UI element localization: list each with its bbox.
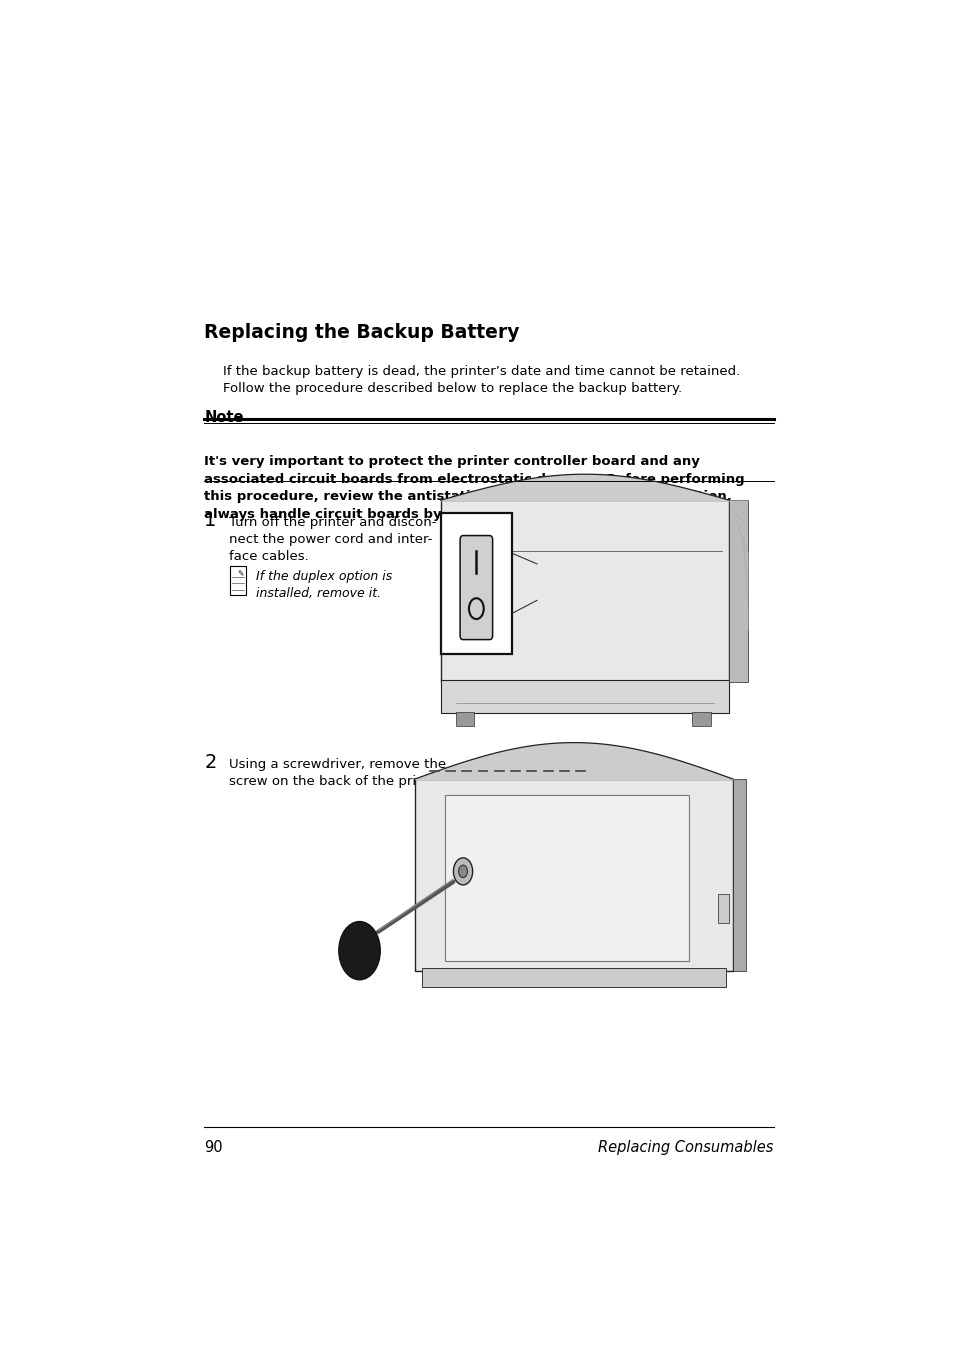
Text: Replacing the Backup Battery: Replacing the Backup Battery <box>204 323 519 342</box>
Text: If the duplex option is
installed, remove it.: If the duplex option is installed, remov… <box>255 570 392 600</box>
FancyBboxPatch shape <box>692 712 710 725</box>
Text: ✎: ✎ <box>237 570 244 580</box>
FancyBboxPatch shape <box>440 680 728 713</box>
FancyBboxPatch shape <box>732 780 745 971</box>
FancyBboxPatch shape <box>415 780 732 971</box>
FancyBboxPatch shape <box>459 535 492 639</box>
FancyBboxPatch shape <box>422 969 724 988</box>
Text: It's very important to protect the printer controller board and any
associated c: It's very important to protect the print… <box>204 455 744 521</box>
Text: If the backup battery is dead, the printer’s date and time cannot be retained.
F: If the backup battery is dead, the print… <box>222 365 740 394</box>
FancyBboxPatch shape <box>728 500 747 682</box>
Circle shape <box>453 858 472 885</box>
Circle shape <box>458 865 467 878</box>
FancyBboxPatch shape <box>444 794 688 961</box>
Text: Using a screwdriver, remove the
screw on the back of the printer.: Using a screwdriver, remove the screw on… <box>229 758 446 788</box>
FancyBboxPatch shape <box>718 894 728 923</box>
FancyBboxPatch shape <box>230 566 246 594</box>
Circle shape <box>338 921 380 979</box>
FancyBboxPatch shape <box>440 500 728 682</box>
Text: 90: 90 <box>204 1140 223 1155</box>
FancyBboxPatch shape <box>440 512 512 654</box>
Text: Turn off the printer and discon-
nect the power cord and inter-
face cables.: Turn off the printer and discon- nect th… <box>229 516 436 563</box>
Text: 2: 2 <box>204 753 216 771</box>
FancyBboxPatch shape <box>456 712 474 725</box>
Text: Replacing Consumables: Replacing Consumables <box>598 1140 773 1155</box>
Text: 1: 1 <box>204 511 216 530</box>
Text: Note: Note <box>204 409 244 424</box>
